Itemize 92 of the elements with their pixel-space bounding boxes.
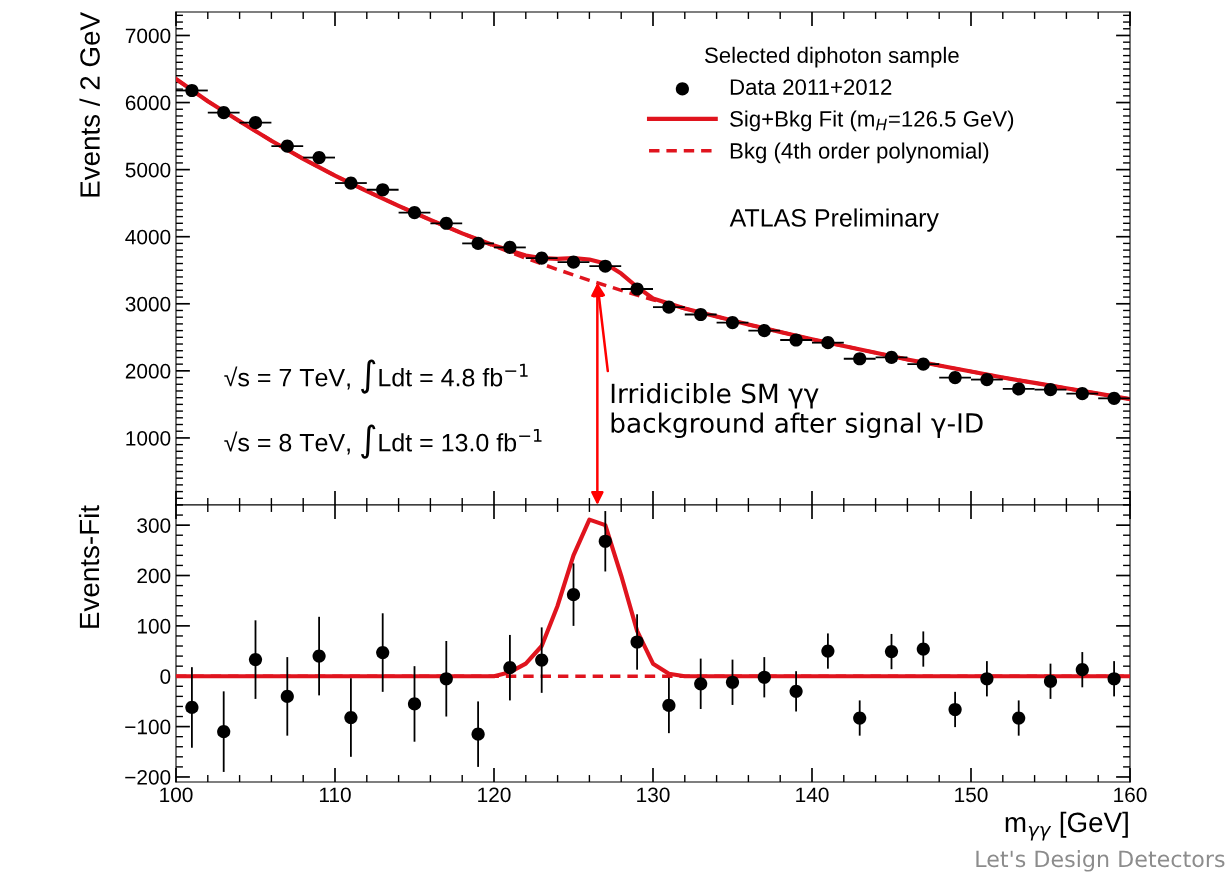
point: [598, 534, 612, 548]
point: [1107, 672, 1121, 686]
y-tick-label: 200: [137, 568, 171, 584]
point: [1043, 674, 1058, 688]
annotation: Irridicible SM γγ background after signal γ-ID: [611, 382, 983, 439]
x-tick-label: 130: [637, 787, 670, 803]
point: [217, 725, 231, 739]
point: [662, 300, 676, 314]
point: [535, 251, 549, 265]
point: [439, 216, 453, 230]
legend-label: Sig+Bkg Fit (m$_{H}$=126.5 GeV): [730, 110, 1014, 132]
x-axis-title: m$_{γγ}$ [GeV]: [1005, 811, 1128, 841]
point: [503, 240, 517, 255]
point: [471, 727, 485, 741]
point: [884, 644, 899, 659]
point: [407, 697, 422, 711]
point: [630, 635, 644, 649]
point: [694, 307, 708, 322]
point: [566, 588, 581, 602]
point: [757, 324, 771, 338]
y-axis-title: Events-Fit: [78, 505, 100, 628]
point: [312, 649, 326, 663]
y-tick-label: 1000: [126, 430, 171, 446]
point: [1012, 382, 1026, 396]
point: [566, 255, 581, 269]
point: [980, 372, 994, 387]
x-tick-label: 140: [796, 787, 829, 803]
y-axis-title: Events / 2 GeV: [79, 12, 100, 197]
point: [1107, 391, 1121, 405]
point: [471, 236, 485, 250]
point: [376, 645, 390, 660]
x-tick-label: 100: [160, 787, 193, 803]
point: [916, 642, 930, 656]
legend-label: Data 2011+2012: [730, 79, 892, 95]
annotation: √s = 8 TeV, ∫Ldt = 13.0 fb$^{−1}$: [224, 424, 542, 459]
point: [217, 106, 231, 120]
point: [821, 644, 835, 658]
point: [185, 83, 199, 98]
point: [757, 670, 771, 684]
point: [821, 336, 835, 350]
point: [662, 698, 676, 713]
point: [1075, 387, 1089, 401]
point: [280, 689, 294, 703]
point: [853, 711, 867, 725]
point: [725, 315, 740, 330]
point: [376, 183, 390, 197]
y-tick-label: 6000: [125, 95, 171, 111]
y-tick-label: −100: [125, 719, 171, 735]
point: [407, 205, 422, 220]
x-tick-label: 120: [478, 787, 511, 803]
x-tick-label: 160: [1114, 787, 1147, 803]
point: [789, 333, 803, 347]
point: [725, 675, 740, 689]
y-tick-label: 5000: [125, 162, 171, 178]
point: [248, 116, 263, 130]
legend-title: Selected diphoton sample: [704, 46, 959, 68]
point: [1012, 711, 1026, 725]
point: [280, 139, 294, 153]
x-tick-label: 110: [319, 787, 351, 803]
y-tick-label: 2000: [125, 363, 171, 379]
point: [1075, 663, 1089, 677]
point: [344, 176, 358, 190]
point: [980, 672, 994, 686]
y-tick-label: 4000: [125, 229, 171, 245]
point: [694, 677, 708, 691]
point: [312, 150, 326, 165]
point: [185, 700, 199, 715]
y-tick-label: 0: [160, 669, 171, 684]
point: [344, 710, 358, 725]
text: Let's Design Detectors: [976, 850, 1225, 872]
point: [630, 282, 644, 296]
x-tick-label: 150: [955, 787, 988, 803]
point: [1043, 383, 1058, 397]
y-tick-label: 100: [137, 618, 171, 634]
legend-label: Bkg (4th order polynomial): [730, 142, 989, 164]
point: [248, 653, 263, 667]
annotation: ATLAS Preliminary: [729, 208, 939, 232]
y-tick-label: 3000: [125, 296, 171, 312]
point: [948, 370, 962, 385]
point: [789, 684, 803, 698]
point: [948, 702, 962, 717]
y-tick-label: −200: [125, 769, 171, 785]
y-tick-label: 7000: [125, 28, 171, 44]
point: [535, 653, 549, 667]
y-tick-label: 300: [137, 518, 171, 533]
annotation: √s = 7 TeV, ∫Ldt = 4.8 fb$^{−1}$: [224, 359, 528, 394]
point: [916, 357, 930, 371]
point: [598, 259, 612, 273]
point: [853, 352, 867, 366]
point: [503, 661, 517, 675]
point: [439, 672, 453, 686]
point: [884, 350, 899, 365]
